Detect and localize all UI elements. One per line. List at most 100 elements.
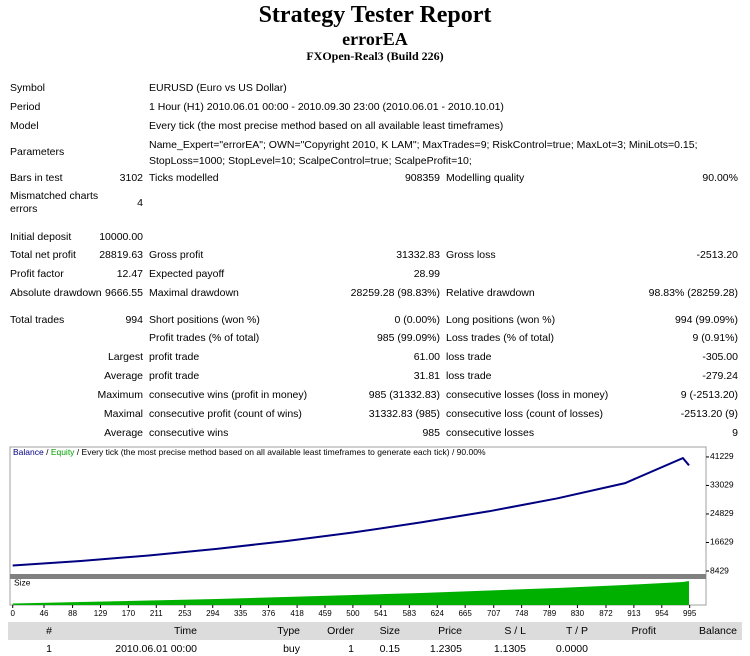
row-value: -2513.20: [696, 249, 738, 261]
trade-cell: 1.2305: [429, 643, 462, 655]
row-label: Symbol: [10, 82, 46, 94]
row-label: Gross loss: [446, 249, 496, 261]
trade-cell: 0.15: [379, 643, 400, 655]
row-value: 98.83% (28259.28): [648, 287, 738, 299]
x-tick-label: 748: [515, 609, 529, 618]
row-label: profit trade: [149, 351, 200, 363]
row-label: Maximal: [103, 408, 143, 420]
row-label: Maximal drawdown: [149, 287, 239, 299]
x-tick-label: 541: [374, 609, 388, 618]
row-label: Long positions (won %): [446, 314, 556, 326]
row-value: 9: [732, 427, 738, 439]
equity-balance-line: [12, 456, 690, 567]
row-label: consecutive loss (count of losses): [446, 408, 603, 420]
row-label: profit trade: [149, 370, 200, 382]
x-tick-label: 830: [571, 609, 585, 618]
trade-cell: buy: [283, 643, 300, 655]
column-header: Order: [327, 625, 354, 637]
row-label: Expected payoff: [149, 268, 225, 280]
row-label: Modelling quality: [446, 172, 525, 184]
row-text: Every tick (the most precise method base…: [149, 120, 504, 132]
row-label: Relative drawdown: [446, 287, 535, 299]
column-header: Size: [379, 625, 400, 637]
x-tick-label: 500: [346, 609, 360, 618]
row-text: Name_Expert="errorEA"; OWN="Copyright 20…: [149, 139, 698, 167]
legend-equity: Equity: [51, 447, 75, 457]
separator: /: [450, 447, 457, 457]
x-tick-label: 624: [431, 609, 445, 618]
size-label: Size: [14, 577, 31, 587]
row-label: loss trade: [446, 351, 492, 363]
x-tick-label: 211: [150, 609, 163, 618]
chart-note: Every tick (the most precise method base…: [82, 447, 450, 457]
row-label: Bars in test: [10, 172, 63, 184]
row-label: consecutive losses (loss in money): [446, 389, 609, 401]
expert-name: errorEA: [342, 29, 408, 49]
x-tick-label: 583: [403, 609, 417, 618]
panel-separator: [10, 574, 706, 579]
row-label: Period: [10, 101, 41, 113]
row-value: 28259.28 (98.83%): [350, 287, 440, 299]
row-text: 1 Hour (H1) 2010.06.01 00:00 - 2010.09.3…: [149, 101, 504, 113]
row-value: -279.24: [702, 370, 738, 382]
x-tick-label: 335: [234, 609, 248, 618]
row-text: EURUSD (Euro vs US Dollar): [149, 82, 287, 94]
x-tick-label: 954: [655, 609, 669, 618]
row-label: Largest: [107, 351, 143, 363]
y-tick-label: 24829: [710, 508, 734, 518]
x-tick-label: 913: [627, 609, 641, 618]
y-tick-label: 33029: [710, 480, 734, 490]
row-label: Parameters: [10, 146, 65, 158]
row-label: Average: [104, 427, 143, 439]
row-label: Initial deposit: [10, 231, 72, 243]
row-label: consecutive wins: [149, 427, 229, 439]
row-label: Mismatched charts errors: [10, 190, 99, 215]
x-tick-label: 707: [487, 609, 501, 618]
x-tick-label: 88: [68, 609, 77, 618]
legend-balance: Balance: [13, 447, 44, 457]
row-label: Loss trades (% of total): [446, 332, 554, 344]
x-tick-label: 459: [318, 609, 332, 618]
x-tick-label: 418: [290, 609, 304, 618]
row-label: Total net profit: [10, 249, 76, 261]
column-header: T / P: [566, 625, 588, 637]
row-value: 3102: [119, 172, 143, 184]
row-value: 31.81: [413, 370, 440, 382]
column-header: Balance: [699, 625, 737, 637]
chart-frame: [9, 446, 707, 606]
size-area: [12, 581, 689, 605]
row-label: Ticks modelled: [149, 172, 219, 184]
row-label: Maximum: [97, 389, 143, 401]
row-value: 9666.55: [105, 287, 143, 299]
trade-cell: 1: [348, 643, 354, 655]
row-value: 9 (0.91%): [692, 332, 738, 344]
row-label: consecutive profit (count of wins): [149, 408, 302, 420]
row-value: 9 (-2513.20): [680, 389, 738, 401]
x-tick-label: 46: [40, 609, 49, 618]
row-value: 31332.83: [396, 249, 440, 261]
x-tick-label: 665: [458, 609, 472, 618]
y-tick-label: 8429: [710, 565, 729, 575]
x-tick-label: 376: [262, 609, 276, 618]
trade-cell: 1: [46, 643, 52, 655]
column-header: Profit: [631, 625, 656, 637]
server-name: FXOpen-Real3 (Build 226): [306, 49, 444, 63]
x-tick-label: 789: [543, 609, 557, 618]
row-label: Profit factor: [10, 268, 64, 280]
row-value: 31332.83 (985): [368, 408, 440, 420]
x-tick-label: 253: [178, 609, 192, 618]
column-header: Price: [438, 625, 462, 637]
row-value: -2513.20 (9): [680, 408, 738, 420]
column-header: #: [46, 625, 52, 637]
report-title: Strategy Tester Report: [258, 2, 492, 28]
column-header: Time: [174, 625, 197, 637]
trade-cell: 2010.06.01 00:00: [115, 643, 197, 655]
row-value: 985 (31332.83): [368, 389, 440, 401]
row-value: -305.00: [702, 351, 738, 363]
separator: /: [44, 447, 51, 457]
x-tick-label: 0: [10, 609, 15, 618]
table-header-bg: [8, 622, 742, 640]
row-value: 61.00: [413, 351, 440, 363]
row-value: 28819.63: [99, 249, 143, 261]
